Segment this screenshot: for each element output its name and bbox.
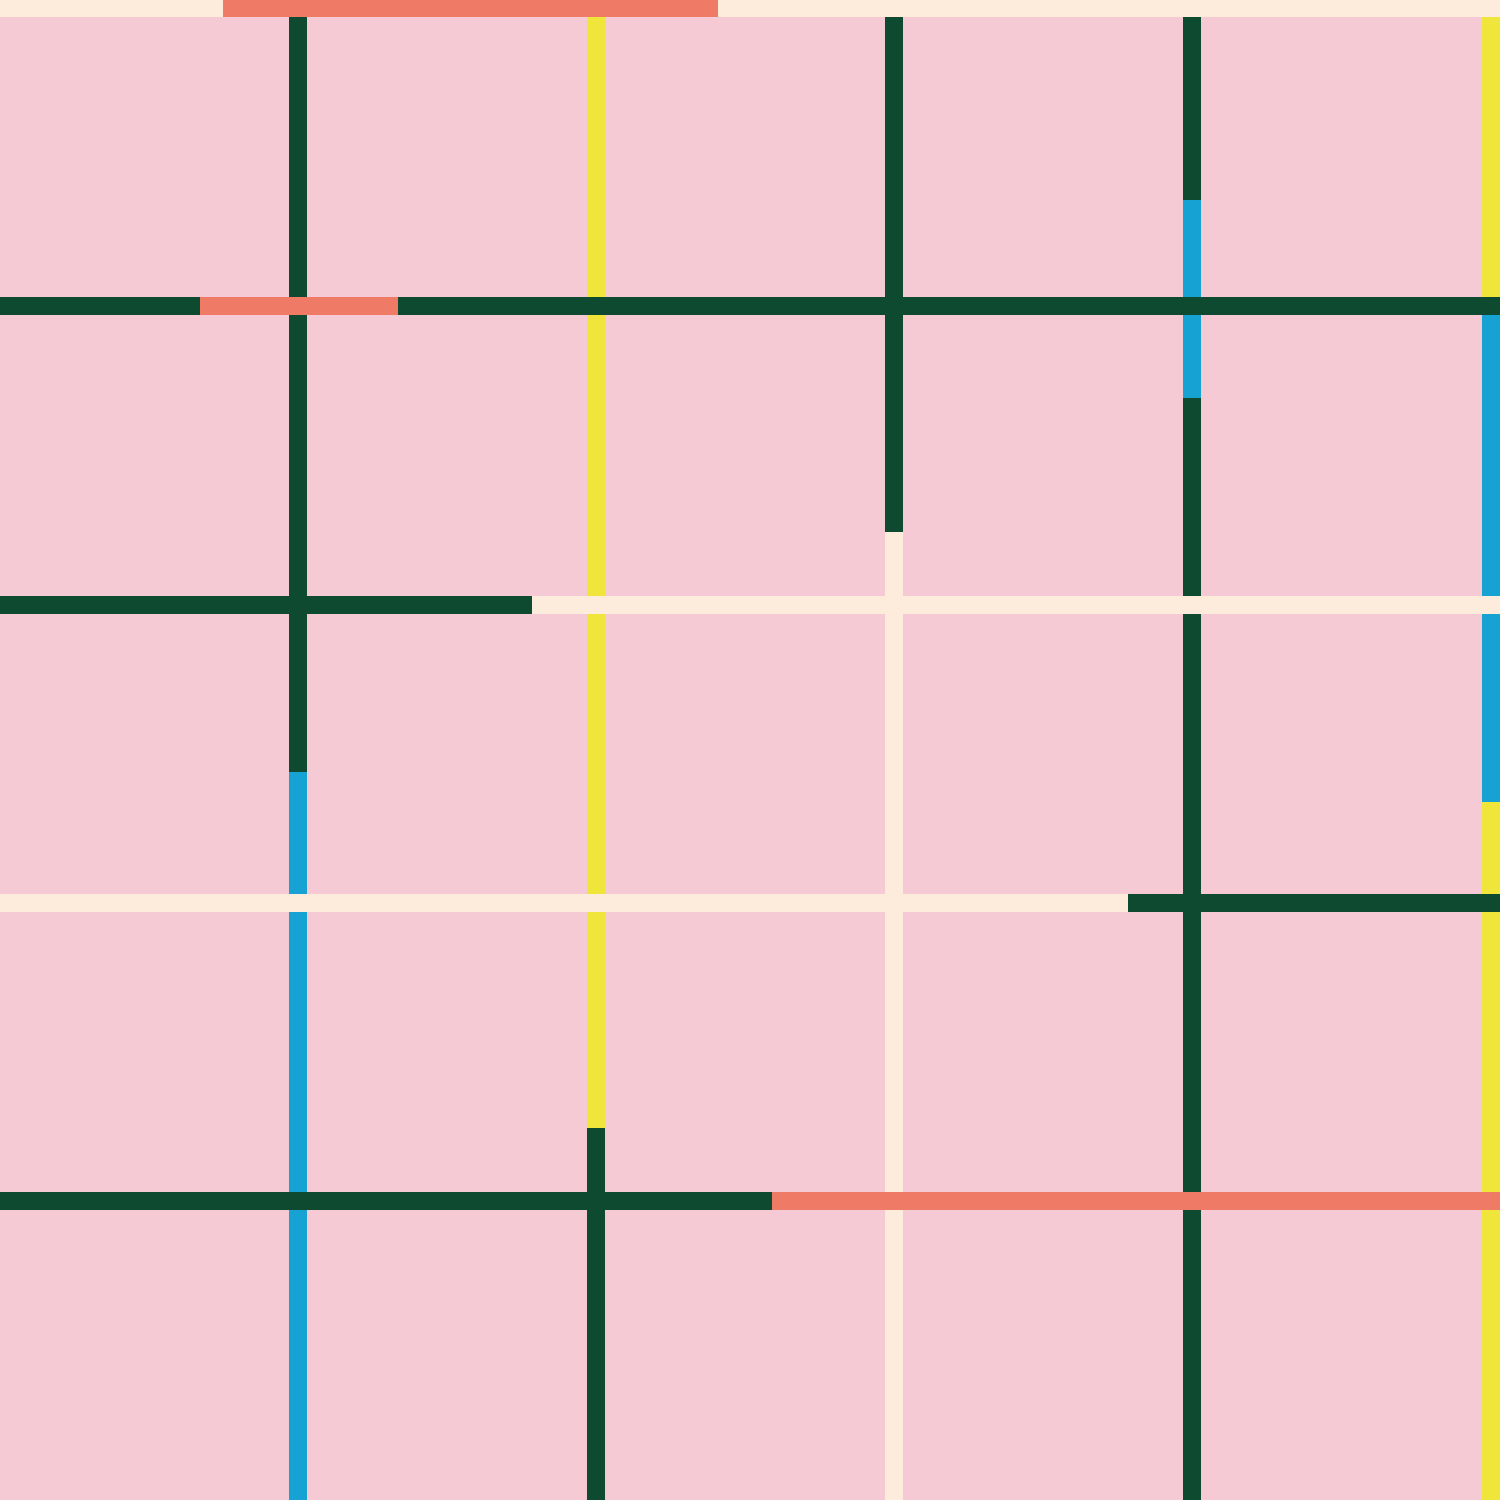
vertical-segment	[289, 17, 307, 772]
horizontal-segment	[0, 0, 223, 17]
vertical-segment	[885, 532, 903, 1500]
vertical-segment	[1482, 17, 1500, 297]
horizontal-segment	[0, 1192, 772, 1210]
vertical-segment	[587, 17, 605, 1128]
horizontal-segment	[398, 297, 1500, 315]
vertical-segment	[885, 17, 903, 532]
horizontal-segment	[200, 297, 398, 315]
horizontal-segment	[772, 1192, 1500, 1210]
horizontal-segment	[1128, 894, 1500, 912]
vertical-segment	[587, 1128, 605, 1500]
vertical-segment	[1183, 17, 1201, 200]
vertical-segment	[289, 772, 307, 1500]
horizontal-segment	[0, 596, 532, 614]
vertical-segment	[1183, 398, 1201, 1500]
horizontal-segment	[718, 0, 1500, 17]
horizontal-segment	[0, 297, 200, 315]
vertical-segment	[1482, 802, 1500, 1500]
horizontal-segment	[532, 596, 1500, 614]
vertical-segment	[1482, 315, 1500, 802]
horizontal-segment	[223, 0, 718, 17]
horizontal-segment	[0, 894, 1128, 912]
